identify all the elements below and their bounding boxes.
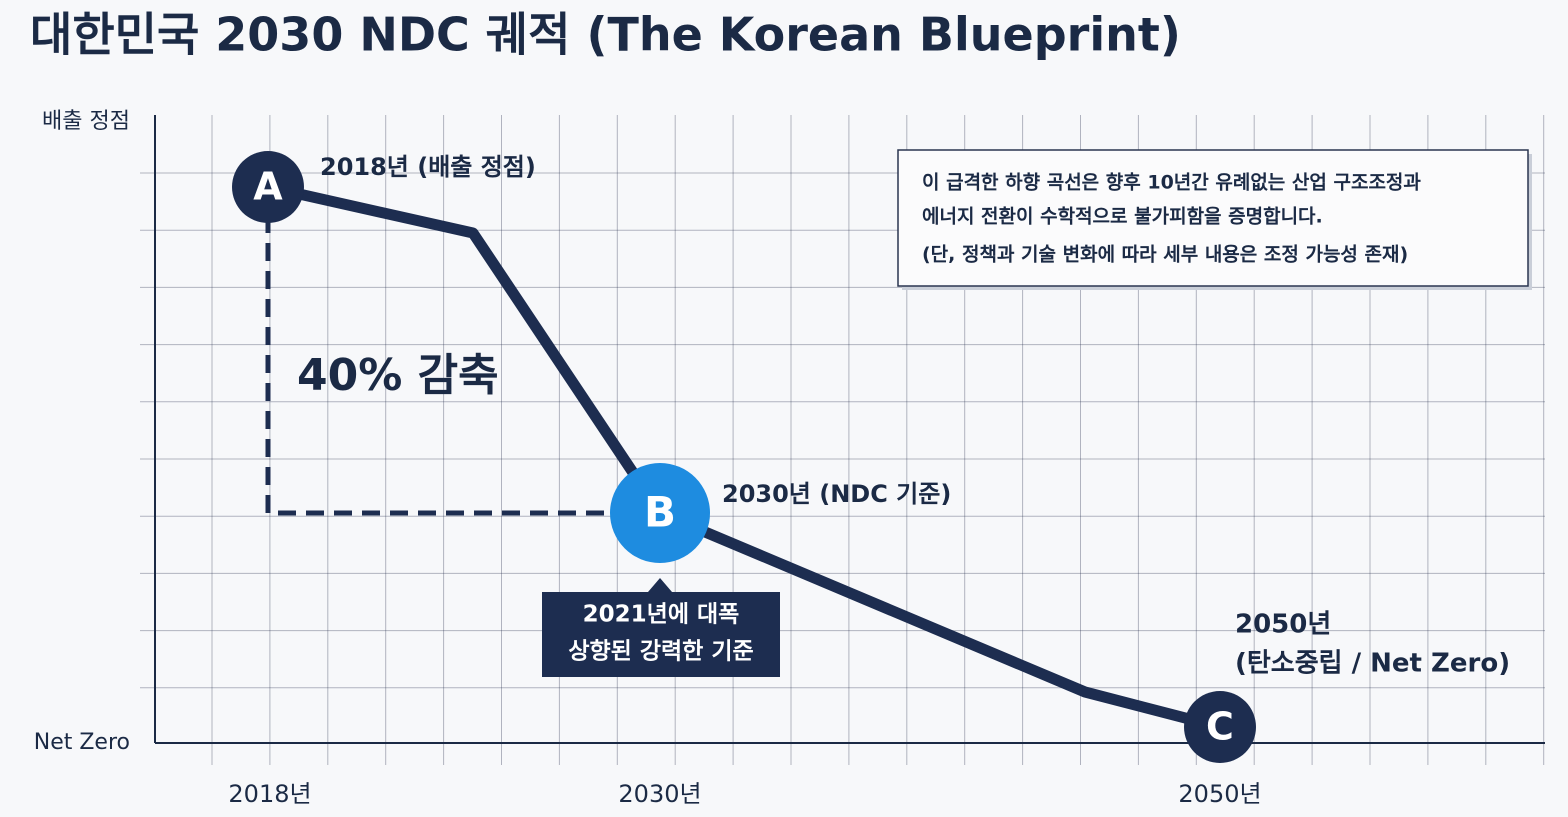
x-label: 2030년 <box>618 780 701 808</box>
marker-letter: C <box>1206 705 1234 749</box>
reduction-label: 40% 감축 <box>297 350 499 401</box>
marker-a <box>232 151 304 223</box>
title: 대한민국 2030 NDC 궤적 (The Korean Blueprint) <box>30 8 1181 62</box>
point-label: 2050년 <box>1235 610 1331 640</box>
callout-box <box>542 578 780 677</box>
x-label: 2050년 <box>1178 780 1261 808</box>
y-label-top: 배출 정점 <box>42 109 130 134</box>
x-label: 2018년 <box>228 780 311 808</box>
grid <box>140 115 1545 765</box>
callout-text: 2021년에 대폭 <box>583 602 740 628</box>
point-label: 2030년 (NDC 기준) <box>722 480 951 508</box>
y-label-bottom: Net Zero <box>34 730 130 755</box>
note-text: 이 급격한 하향 곡선은 향후 10년간 유례없는 산업 구조조정과 <box>922 172 1421 194</box>
marker-c <box>1184 691 1256 763</box>
point-label: 2018년 (배출 정점) <box>320 153 536 181</box>
reduction-guide <box>265 215 612 516</box>
note-box <box>897 149 1529 287</box>
point-label: (탄소중립 / Net Zero) <box>1235 649 1510 679</box>
note-text: 에너지 전환이 수학적으로 불가피함을 증명합니다. <box>922 206 1323 228</box>
marker-letter: A <box>253 165 283 209</box>
callout-text: 상향된 강력한 기준 <box>568 639 753 665</box>
note-text: (단, 정책과 기술 변화에 따라 세부 내용은 조정 가능성 존재) <box>922 244 1408 266</box>
marker-letter: B <box>644 488 676 537</box>
marker-b <box>610 463 710 563</box>
